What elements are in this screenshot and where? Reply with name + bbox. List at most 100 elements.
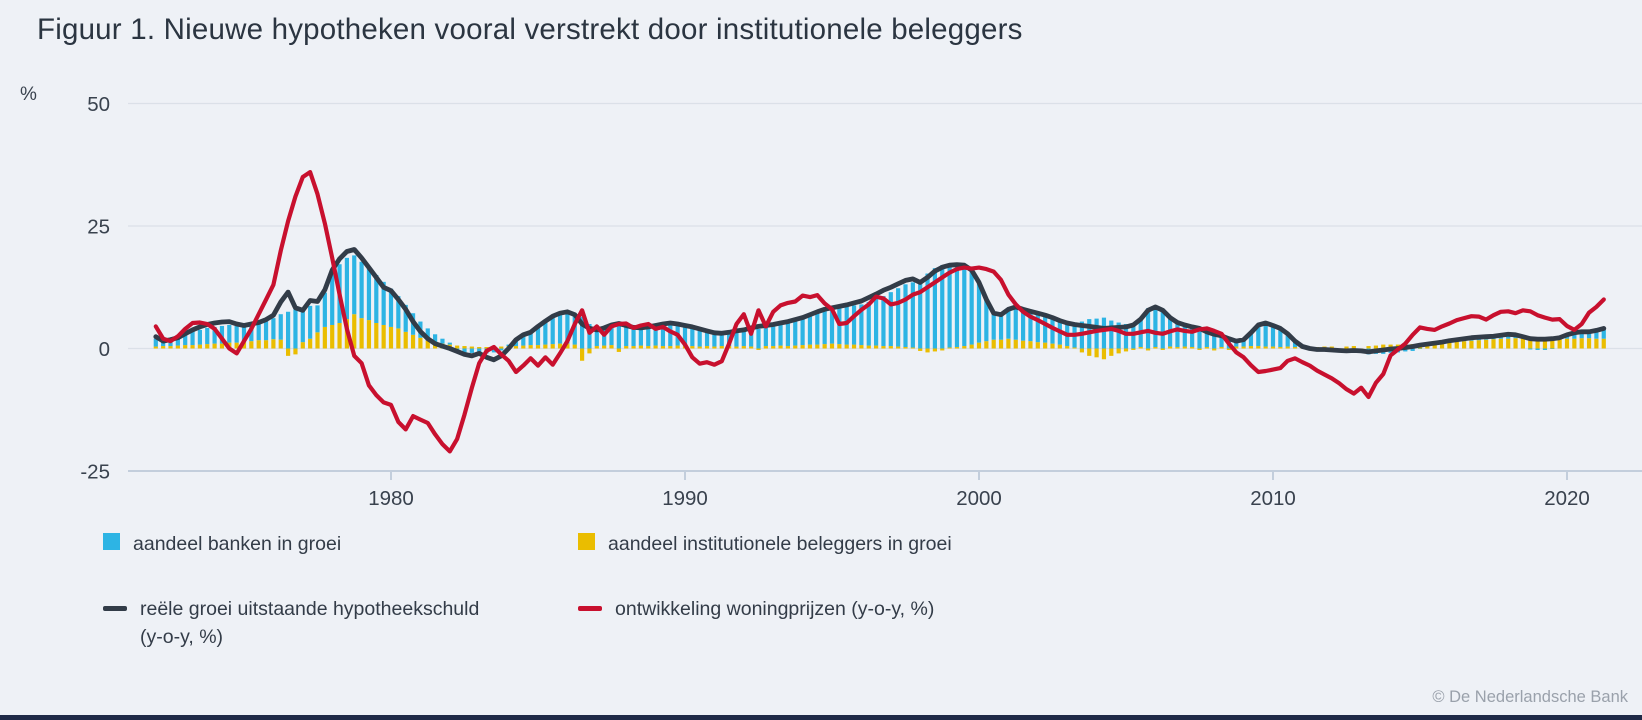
banks-bar [462, 348, 467, 353]
banks-bar [293, 309, 298, 349]
banks-bar [1043, 315, 1048, 343]
banks-bar [190, 331, 195, 346]
banks-bar [308, 305, 313, 339]
banks-bar [778, 322, 783, 346]
institutional-bar [998, 339, 1004, 349]
banks-bar [1131, 323, 1136, 349]
banks-bar [322, 292, 327, 327]
institutional-bar [1484, 339, 1489, 349]
banks-bar [1182, 324, 1187, 347]
banks-bar [1594, 330, 1599, 339]
banks-bar [763, 325, 768, 347]
banks-bar [1050, 317, 1055, 344]
banks-bar [1204, 331, 1209, 348]
institutional-bar [1006, 338, 1011, 349]
institutional-bar [1072, 347, 1077, 349]
institutional-bar [205, 344, 210, 349]
institutional-bar [1557, 338, 1562, 349]
banks-bar [1035, 313, 1040, 343]
institutional-bar [874, 345, 879, 349]
institutional-bar [1381, 344, 1386, 349]
banks-bar [932, 268, 937, 349]
institutional-bar [396, 328, 401, 349]
banks-bar [565, 311, 570, 344]
banks-bar [660, 324, 666, 347]
institutional-bar [455, 345, 460, 349]
banks-bar [227, 324, 232, 343]
institutional-bar [1263, 346, 1268, 349]
institutional-bar [1234, 346, 1239, 349]
x-tick-label: 2020 [1544, 487, 1590, 510]
institutional-bar [381, 324, 386, 349]
banks-bar [947, 265, 952, 348]
institutional-bar [976, 342, 982, 349]
institutional-bar [469, 346, 474, 349]
banks-bar [521, 334, 526, 346]
banks-bar [1175, 322, 1180, 348]
banks-bar [1197, 326, 1202, 349]
banks-bar [205, 327, 210, 345]
institutional-bar [1572, 338, 1577, 349]
banks-bar [212, 326, 217, 344]
banks-bar [976, 282, 982, 343]
banks-bar [1219, 335, 1224, 348]
banks-bar [969, 270, 974, 345]
banks-bar [1572, 332, 1577, 339]
banks-bar [638, 327, 643, 346]
institutional-bar [308, 338, 313, 349]
banks-bar [381, 281, 386, 325]
institutional-bar [168, 346, 173, 349]
banks-bar [851, 305, 857, 345]
institutional-bar [616, 348, 621, 352]
institutional-bar [859, 345, 864, 349]
mortgage-line-swatch-icon [103, 606, 127, 611]
x-tick-label: 1990 [662, 487, 708, 510]
banks-bar [896, 288, 901, 347]
institutional-bar [771, 346, 776, 349]
institutional-bar [1175, 347, 1180, 349]
institutional-bar [249, 341, 254, 349]
banks-bar [1535, 348, 1540, 350]
institutional-bar [234, 342, 239, 349]
institutional-bar [925, 348, 930, 353]
banks-bar [1101, 317, 1107, 349]
institutional-bar [484, 347, 489, 349]
banks-bar [962, 265, 967, 347]
banks-bar [624, 325, 629, 347]
banks-bar [1550, 348, 1555, 349]
institutional-bar [704, 346, 710, 349]
institutional-bar [734, 346, 739, 349]
banks-bar [991, 313, 996, 340]
institutional-bar [1278, 347, 1283, 349]
banks-bar [734, 331, 739, 347]
banks-bar [866, 301, 871, 346]
houseprice-line-swatch-icon [578, 606, 602, 611]
institutional-bar [403, 331, 408, 349]
banks-bar [1579, 331, 1584, 339]
institutional-bar [1351, 346, 1356, 349]
institutional-bar [1520, 338, 1525, 349]
institutional-bar [1226, 348, 1231, 350]
banks-bar [528, 331, 533, 346]
banks-bar [1028, 311, 1033, 342]
institutional-bar [352, 314, 357, 349]
banks-bar [1586, 331, 1592, 339]
banks-bar [330, 273, 335, 325]
institutional-bar [1432, 344, 1437, 349]
banks-bar [874, 299, 879, 346]
institutional-bar [1270, 346, 1276, 349]
banks-bar [940, 265, 945, 349]
institutional-bar [1116, 348, 1121, 354]
banks-bar [1123, 324, 1129, 349]
institutional-bar [866, 345, 871, 349]
institutional-bar [528, 345, 533, 349]
institutional-bar [1601, 338, 1606, 349]
institutional-bar [359, 318, 364, 349]
institutional-bar [756, 348, 761, 350]
banks-bar [1528, 348, 1533, 350]
institutional-bar [1028, 341, 1033, 349]
institutional-bar [594, 346, 599, 349]
institutional-bar [197, 344, 202, 349]
institutional-bar [271, 339, 276, 349]
